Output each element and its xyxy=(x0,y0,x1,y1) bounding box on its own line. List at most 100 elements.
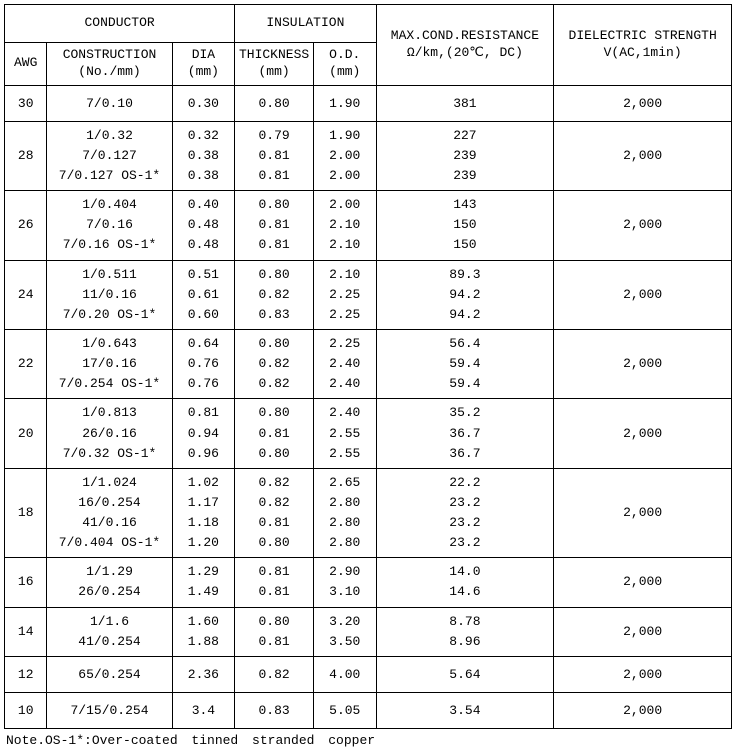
dia-cell: 0.32 0.38 0.38 xyxy=(172,121,235,190)
dielectric-cell: 2,000 xyxy=(554,191,732,260)
dia-cell: 0.30 xyxy=(172,85,235,121)
table-row: 307/0.100.300.801.903812,000 xyxy=(5,85,732,121)
table-row: 107/15/0.2543.40.835.053.542,000 xyxy=(5,692,732,728)
awg-cell: 28 xyxy=(5,121,47,190)
thickness-cell: 0.80 0.82 0.83 xyxy=(235,260,314,329)
awg-cell: 22 xyxy=(5,329,47,398)
header-construction: CONSTRUCTION (No./mm) xyxy=(47,42,172,85)
header-die-2: V(AC,1min) xyxy=(604,45,682,60)
header-thk-2: (mm) xyxy=(258,64,289,79)
resistance-cell: 22.2 23.2 23.2 23.2 xyxy=(376,468,554,558)
dia-cell: 2.36 xyxy=(172,656,235,692)
table-row: 221/0.643 17/0.16 7/0.254 OS-1*0.64 0.76… xyxy=(5,329,732,398)
table-row: 261/0.404 7/0.16 7/0.16 OS-1*0.40 0.48 0… xyxy=(5,191,732,260)
od-cell: 1.90 xyxy=(313,85,376,121)
od-cell: 3.20 3.50 xyxy=(313,607,376,656)
awg-cell: 10 xyxy=(5,692,47,728)
header-conductor: CONDUCTOR xyxy=(5,5,235,43)
dielectric-cell: 2,000 xyxy=(554,121,732,190)
wire-spec-table: CONDUCTOR INSULATION MAX.COND.RESISTANCE… xyxy=(4,4,732,729)
awg-cell: 26 xyxy=(5,191,47,260)
construction-cell: 1/1.024 16/0.254 41/0.16 7/0.404 OS-1* xyxy=(47,468,172,558)
dia-cell: 1.02 1.17 1.18 1.20 xyxy=(172,468,235,558)
header-awg: AWG xyxy=(5,42,47,85)
od-cell: 1.90 2.00 2.00 xyxy=(313,121,376,190)
od-cell: 5.05 xyxy=(313,692,376,728)
resistance-cell: 227 239 239 xyxy=(376,121,554,190)
header-dia-2: (mm) xyxy=(188,64,219,79)
dielectric-cell: 2,000 xyxy=(554,85,732,121)
dielectric-cell: 2,000 xyxy=(554,468,732,558)
thickness-cell: 0.79 0.81 0.81 xyxy=(235,121,314,190)
header-con-2: (No./mm) xyxy=(78,64,140,79)
resistance-cell: 35.2 36.7 36.7 xyxy=(376,399,554,468)
header-od-2: (mm) xyxy=(329,64,360,79)
header-thk-1: THICKNESS xyxy=(239,47,309,62)
dia-cell: 1.60 1.88 xyxy=(172,607,235,656)
awg-cell: 14 xyxy=(5,607,47,656)
construction-cell: 7/15/0.254 xyxy=(47,692,172,728)
resistance-cell: 14.0 14.6 xyxy=(376,558,554,607)
awg-cell: 16 xyxy=(5,558,47,607)
construction-cell: 1/0.813 26/0.16 7/0.32 OS-1* xyxy=(47,399,172,468)
table-row: 241/0.511 11/0.16 7/0.20 OS-1*0.51 0.61 … xyxy=(5,260,732,329)
thickness-cell: 0.82 0.82 0.81 0.80 xyxy=(235,468,314,558)
construction-cell: 1/0.643 17/0.16 7/0.254 OS-1* xyxy=(47,329,172,398)
thickness-cell: 0.80 0.81 xyxy=(235,607,314,656)
construction-cell: 65/0.254 xyxy=(47,656,172,692)
od-cell: 2.10 2.25 2.25 xyxy=(313,260,376,329)
awg-cell: 20 xyxy=(5,399,47,468)
resistance-cell: 89.3 94.2 94.2 xyxy=(376,260,554,329)
header-od: O.D. (mm) xyxy=(313,42,376,85)
thickness-cell: 0.80 xyxy=(235,85,314,121)
header-dielectric: DIELECTRIC STRENGTH V(AC,1min) xyxy=(554,5,732,86)
header-res-1: MAX.COND.RESISTANCE xyxy=(391,28,539,43)
dia-cell: 0.40 0.48 0.48 xyxy=(172,191,235,260)
header-od-1: O.D. xyxy=(329,47,360,62)
thickness-cell: 0.80 0.82 0.82 xyxy=(235,329,314,398)
header-res-2: Ω/km,(20℃, DC) xyxy=(407,45,523,60)
dia-cell: 0.81 0.94 0.96 xyxy=(172,399,235,468)
dielectric-cell: 2,000 xyxy=(554,260,732,329)
dia-cell: 1.29 1.49 xyxy=(172,558,235,607)
resistance-cell: 56.4 59.4 59.4 xyxy=(376,329,554,398)
header-dia-1: DIA xyxy=(192,47,215,62)
table-row: 201/0.813 26/0.16 7/0.32 OS-1*0.81 0.94 … xyxy=(5,399,732,468)
od-cell: 2.00 2.10 2.10 xyxy=(313,191,376,260)
table-row: 1265/0.2542.360.824.005.642,000 xyxy=(5,656,732,692)
resistance-cell: 5.64 xyxy=(376,656,554,692)
dia-cell: 0.51 0.61 0.60 xyxy=(172,260,235,329)
header-dia: DIA (mm) xyxy=(172,42,235,85)
construction-cell: 1/0.32 7/0.127 7/0.127 OS-1* xyxy=(47,121,172,190)
dielectric-cell: 2,000 xyxy=(554,329,732,398)
thickness-cell: 0.81 0.81 xyxy=(235,558,314,607)
table-row: 141/1.6 41/0.2541.60 1.880.80 0.813.20 3… xyxy=(5,607,732,656)
dielectric-cell: 2,000 xyxy=(554,607,732,656)
header-con-1: CONSTRUCTION xyxy=(63,47,157,62)
table-row: 281/0.32 7/0.127 7/0.127 OS-1*0.32 0.38 … xyxy=(5,121,732,190)
dielectric-cell: 2,000 xyxy=(554,656,732,692)
dia-cell: 3.4 xyxy=(172,692,235,728)
header-thickness: THICKNESS (mm) xyxy=(235,42,314,85)
resistance-cell: 8.78 8.96 xyxy=(376,607,554,656)
header-insulation: INSULATION xyxy=(235,5,376,43)
thickness-cell: 0.83 xyxy=(235,692,314,728)
construction-cell: 7/0.10 xyxy=(47,85,172,121)
header-resistance: MAX.COND.RESISTANCE Ω/km,(20℃, DC) xyxy=(376,5,554,86)
resistance-cell: 381 xyxy=(376,85,554,121)
thickness-cell: 0.80 0.81 0.80 xyxy=(235,399,314,468)
construction-cell: 1/0.511 11/0.16 7/0.20 OS-1* xyxy=(47,260,172,329)
od-cell: 2.65 2.80 2.80 2.80 xyxy=(313,468,376,558)
od-cell: 4.00 xyxy=(313,656,376,692)
construction-cell: 1/0.404 7/0.16 7/0.16 OS-1* xyxy=(47,191,172,260)
resistance-cell: 3.54 xyxy=(376,692,554,728)
awg-cell: 30 xyxy=(5,85,47,121)
header-die-1: DIELECTRIC STRENGTH xyxy=(569,28,717,43)
od-cell: 2.40 2.55 2.55 xyxy=(313,399,376,468)
thickness-cell: 0.82 xyxy=(235,656,314,692)
thickness-cell: 0.80 0.81 0.81 xyxy=(235,191,314,260)
dia-cell: 0.64 0.76 0.76 xyxy=(172,329,235,398)
od-cell: 2.90 3.10 xyxy=(313,558,376,607)
dielectric-cell: 2,000 xyxy=(554,558,732,607)
construction-cell: 1/1.6 41/0.254 xyxy=(47,607,172,656)
